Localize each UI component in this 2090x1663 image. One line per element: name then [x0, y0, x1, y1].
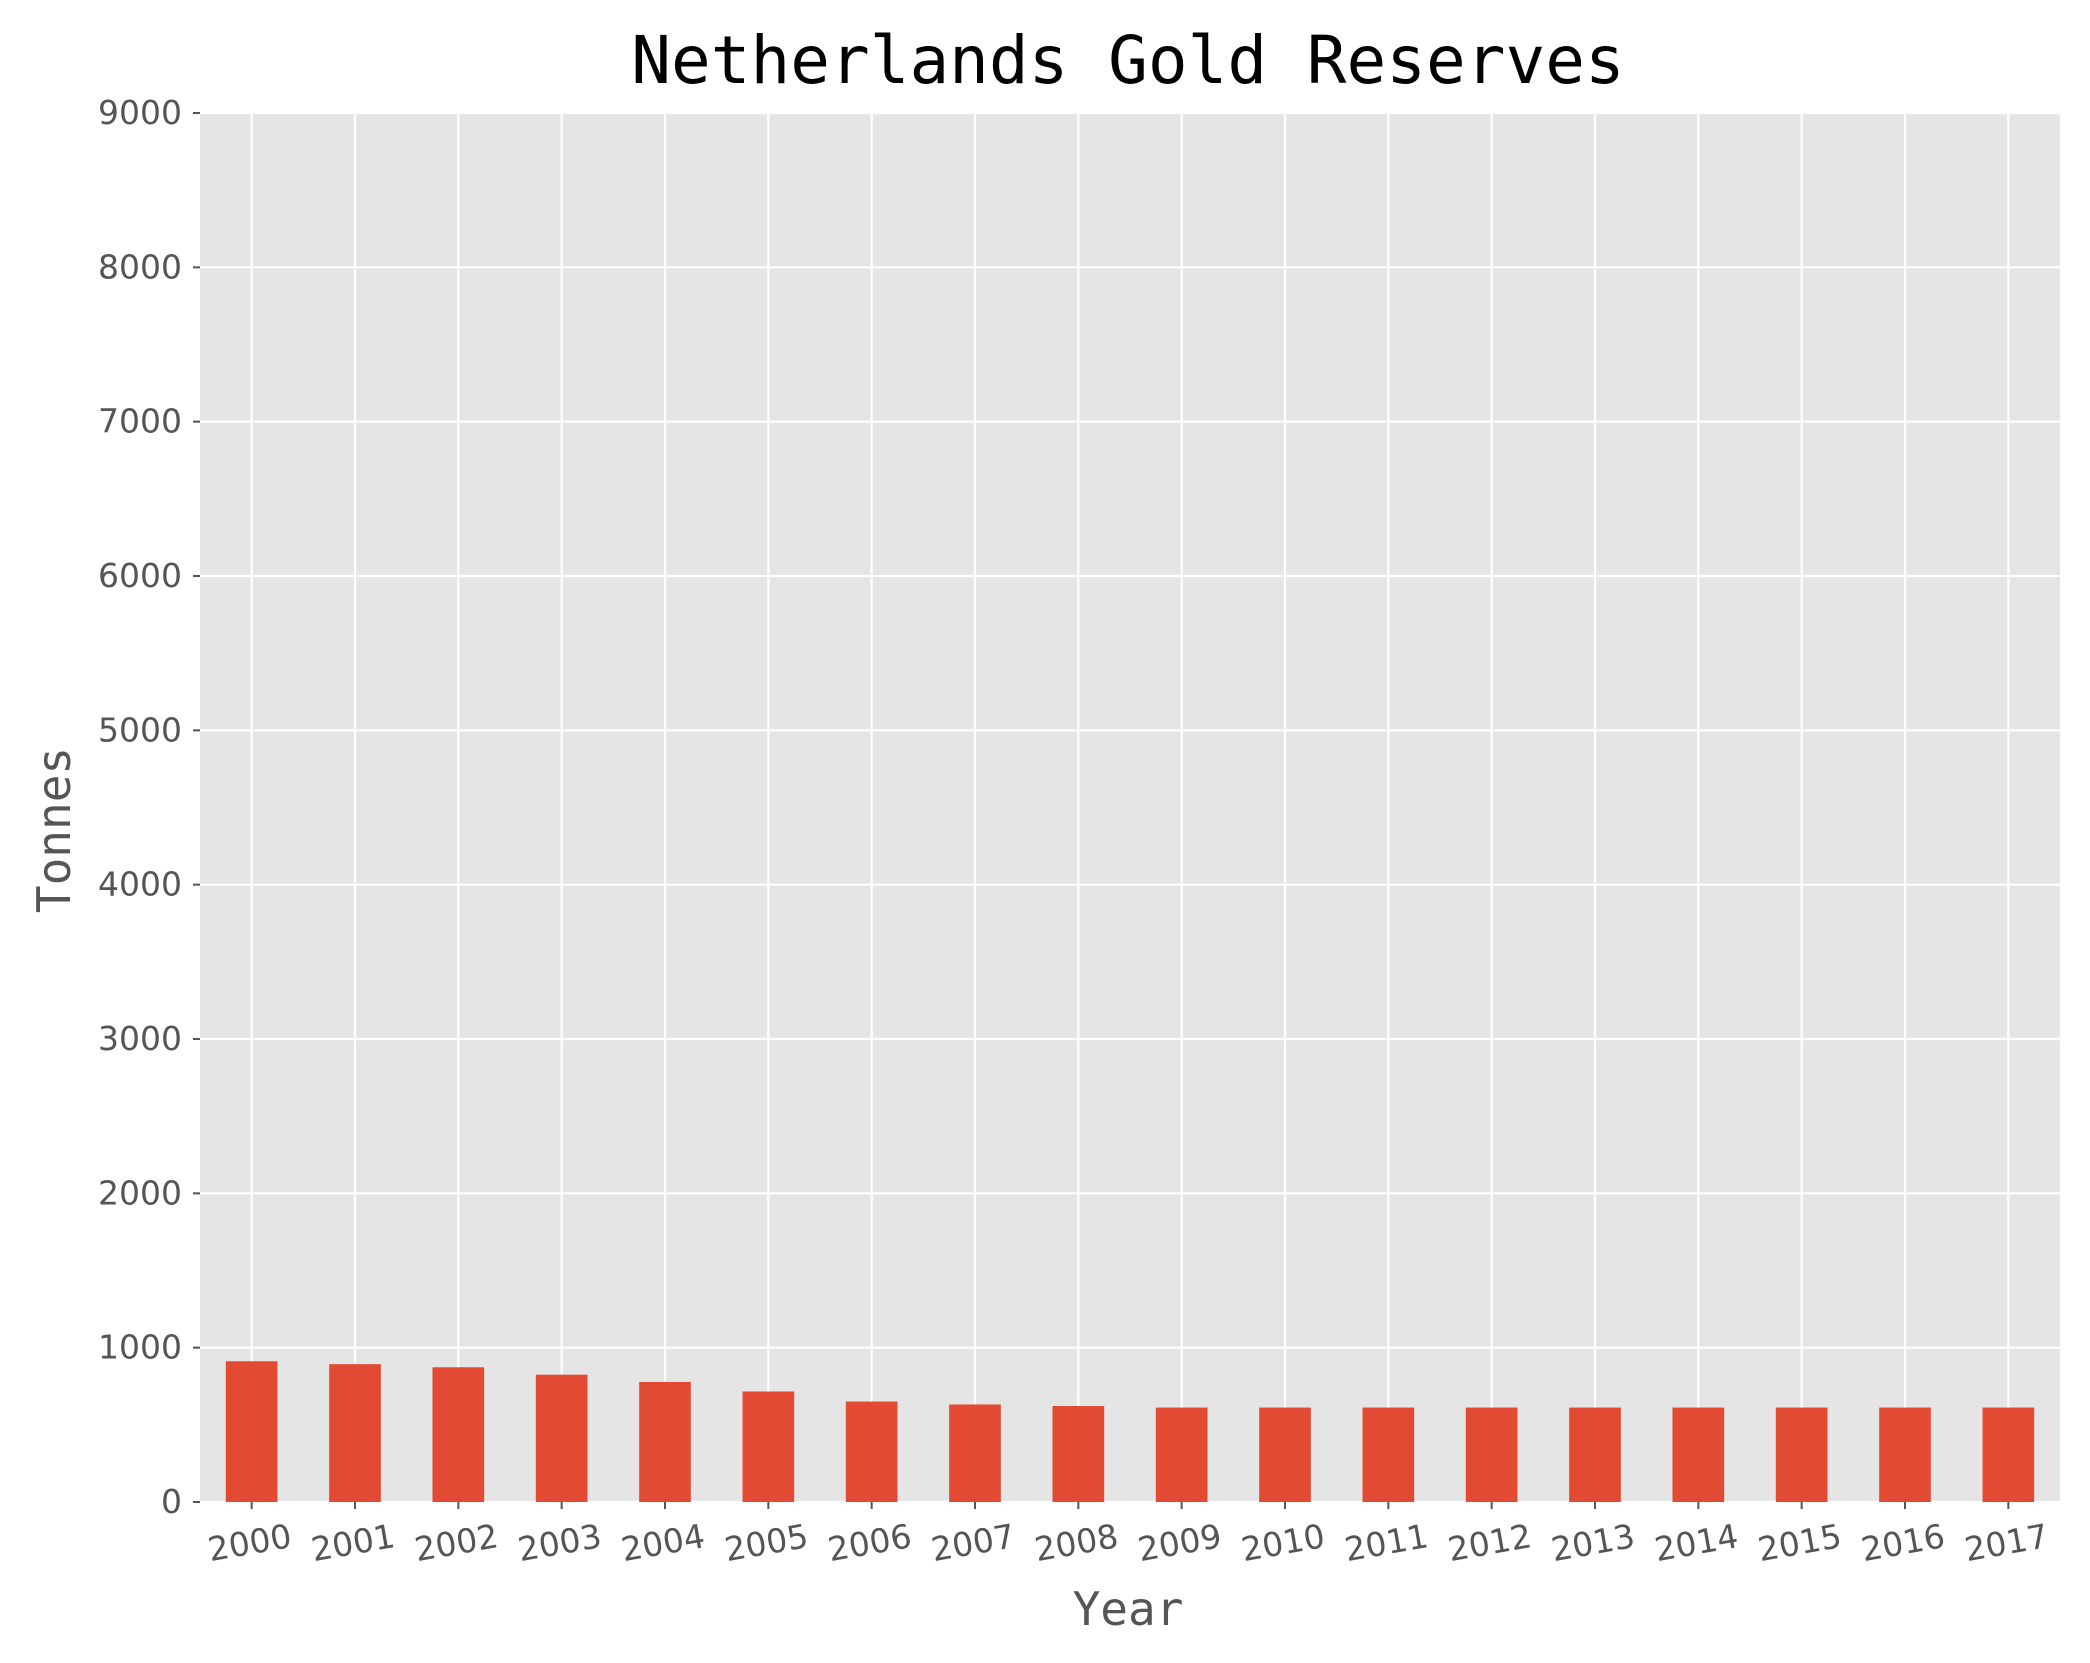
x-tick-label: 2011: [1342, 1516, 1431, 1569]
x-tick-label: 2017: [1962, 1516, 2051, 1569]
bar-2002: [432, 1367, 485, 1502]
bar-2007: [949, 1404, 1001, 1502]
bar-2013: [1569, 1407, 1621, 1502]
x-tick-label: 2004: [618, 1516, 707, 1569]
x-tick-label: 2001: [308, 1516, 397, 1569]
bars: [225, 1361, 2035, 1502]
y-tick-label: 0: [161, 1482, 182, 1521]
x-tick-label: 2014: [1652, 1516, 1741, 1569]
x-axis-label: Year: [1073, 1582, 1184, 1636]
y-tick-label: 1000: [98, 1328, 182, 1367]
x-tick-label: 2000: [205, 1516, 294, 1569]
y-tick-label: 3000: [98, 1019, 182, 1058]
x-tick-label: 2013: [1548, 1516, 1637, 1569]
x-tick-label: 2008: [1032, 1516, 1121, 1569]
x-tick-label: 2003: [515, 1516, 604, 1569]
y-axis-label: Tonnes: [27, 747, 81, 913]
y-tick-label: 2000: [98, 1173, 182, 1212]
bar-2004: [639, 1381, 691, 1502]
x-tick-label: 2016: [1858, 1516, 1947, 1569]
bar-2010: [1259, 1407, 1311, 1502]
x-tick-label: 2015: [1755, 1516, 1844, 1569]
x-tick-label: 2005: [722, 1516, 811, 1569]
y-tick-label: 7000: [98, 402, 182, 441]
bar-2000: [225, 1361, 278, 1502]
bar-2011: [1362, 1407, 1415, 1502]
y-tick-label: 5000: [98, 710, 182, 749]
x-tick-label: 2006: [825, 1516, 914, 1569]
bar-2017: [1982, 1407, 2035, 1502]
bar-2015: [1775, 1407, 1828, 1502]
grid-lines: [200, 111, 2060, 1504]
y-tick-label: 4000: [98, 865, 182, 904]
y-tick-label: 6000: [98, 556, 182, 595]
bar-2005: [742, 1391, 795, 1502]
bar-2014: [1672, 1407, 1725, 1502]
bar-2003: [535, 1374, 588, 1502]
bar-2008: [1052, 1406, 1105, 1502]
x-tick-label: 2009: [1135, 1516, 1224, 1569]
y-tick-label: 9000: [98, 93, 182, 132]
x-tick-label: 2010: [1238, 1516, 1327, 1569]
plot-area: [200, 113, 2060, 1502]
bar-2001: [329, 1364, 381, 1502]
x-tick-label: 2007: [928, 1516, 1017, 1569]
bar-2006: [845, 1401, 898, 1502]
x-tick-label: 2012: [1445, 1516, 1534, 1569]
chart-title: Netherlands Gold Reserves: [631, 22, 1624, 99]
x-tick-label: 2002: [412, 1516, 501, 1569]
bar-2009: [1155, 1407, 1208, 1502]
y-tick-label: 8000: [98, 247, 182, 286]
y-axis-ticks: 0 1000 2000 3000 4000 5000 6000 7000 8000 9000: [98, 93, 200, 1521]
x-axis-ticks: 2000 2001 2002 2003 2004 2005 2006 2007 2008 2009…: [205, 1502, 2051, 1569]
bar-2016: [1879, 1407, 1931, 1502]
bar-2012: [1465, 1407, 1518, 1502]
